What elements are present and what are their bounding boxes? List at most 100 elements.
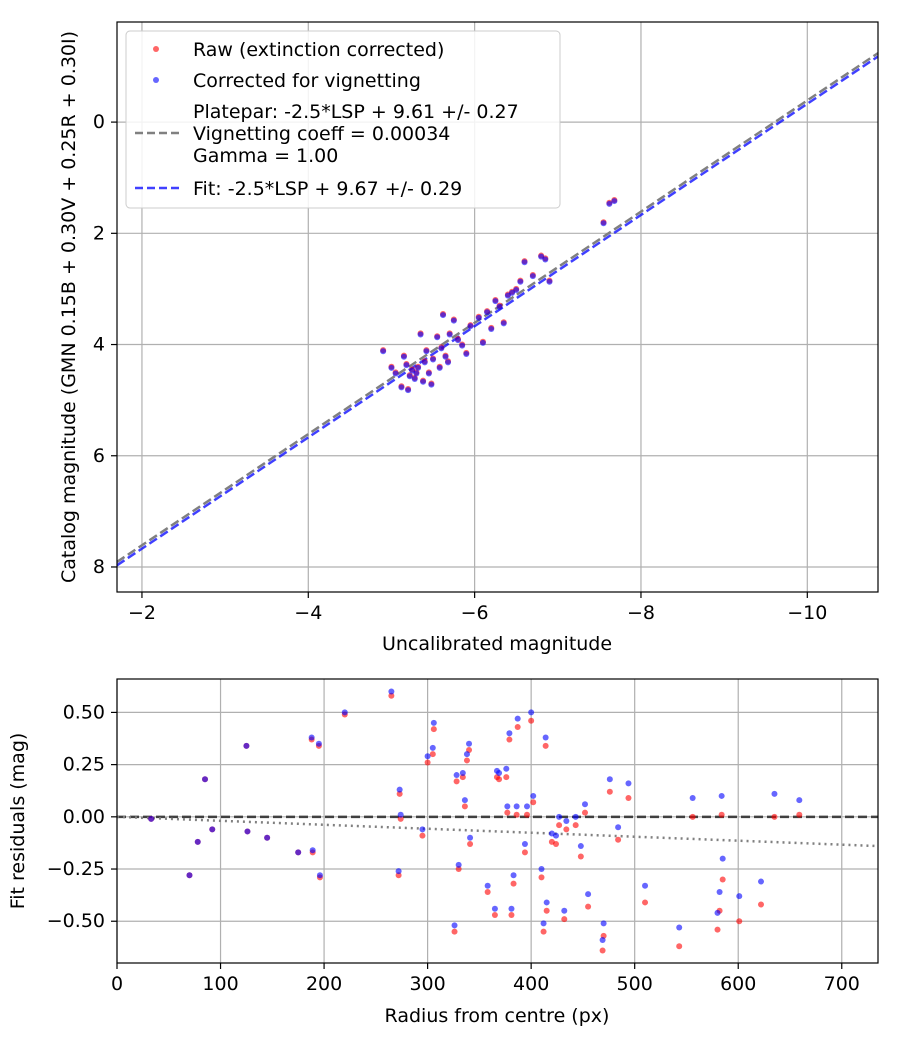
- bottom-point-raw: [397, 815, 404, 822]
- bottom-point-corrected: [504, 803, 511, 810]
- bottom-point-raw: [615, 836, 622, 843]
- top-point-corrected: [438, 345, 445, 352]
- bottom-x-axis-label: Radius from centre (px): [385, 1005, 610, 1027]
- bottom-point-corrected: [540, 920, 547, 927]
- top-plot-frame: [116, 21, 879, 593]
- top-point-corrected: [546, 278, 553, 285]
- bottom-point-raw: [513, 811, 520, 818]
- bottom-point-corrected: [264, 834, 271, 841]
- bottom-point-corrected: [714, 909, 721, 916]
- bottom-point-corrected: [563, 818, 570, 824]
- bottom-point-raw: [508, 911, 515, 918]
- top-point-corrected: [496, 303, 503, 310]
- bottom-point-raw: [552, 840, 559, 847]
- bottom-point-corrected: [543, 899, 550, 906]
- bottom-point-raw: [459, 774, 466, 781]
- bottom-point-corrected: [538, 866, 545, 873]
- bottom-point-corrected: [395, 868, 402, 875]
- top-x-tick-label: −4: [294, 602, 322, 624]
- bottom-ticks: 0 100 200 300 400 500 600 700 0.50 0.25 0.00 −0.25 −…: [47, 701, 860, 995]
- top-point-corrected: [440, 312, 447, 319]
- bottom-point-corrected: [202, 776, 209, 783]
- top-fit-line: [116, 55, 879, 567]
- bottom-point-corrected: [552, 832, 559, 839]
- bottom-point-corrected: [606, 776, 613, 783]
- bottom-reference-lines: [116, 815, 879, 848]
- bottom-chart: 0 100 200 300 400 500 600 700 0.50 0.25 0.00 −0.25 −…: [7, 678, 879, 1027]
- bottom-x-tick-label: 700: [824, 973, 860, 995]
- bottom-point-corrected: [309, 847, 316, 854]
- bottom-point-corrected: [295, 849, 302, 856]
- top-point-corrected: [398, 384, 405, 391]
- bottom-point-raw: [503, 774, 510, 781]
- top-point-corrected: [517, 278, 524, 285]
- bottom-point-raw: [538, 874, 545, 881]
- top-point-corrected: [475, 314, 482, 321]
- bottom-point-raw: [451, 928, 458, 935]
- bottom-x-tick-label: 600: [720, 973, 756, 995]
- legend-vignetting-label: Vignetting coeff = 0.00034: [193, 123, 450, 145]
- bottom-point-corrected: [719, 855, 726, 862]
- bottom-point-corrected: [186, 872, 193, 879]
- bottom-point-corrected: [561, 907, 568, 914]
- bottom-point-raw: [396, 790, 403, 797]
- bottom-point-raw: [585, 903, 592, 910]
- bottom-point-raw: [556, 822, 563, 829]
- bottom-point-corrected: [615, 824, 622, 831]
- bottom-point-raw: [524, 811, 531, 818]
- top-point-corrected: [400, 353, 407, 360]
- bottom-y-tick-label: 0.50: [63, 701, 105, 723]
- bottom-point-corrected: [484, 882, 491, 889]
- bottom-point-raw: [771, 813, 778, 820]
- legend: Raw (extinction corrected) Corrected for…: [125, 30, 561, 209]
- bottom-point-corrected: [461, 797, 468, 804]
- top-point-corrected: [425, 370, 432, 377]
- top-point-corrected: [421, 359, 428, 366]
- bottom-point-corrected: [419, 826, 426, 833]
- bottom-point-corrected: [244, 828, 251, 835]
- top-y-tick-label: 4: [93, 334, 105, 356]
- bottom-point-corrected: [396, 786, 403, 793]
- top-point-corrected: [380, 348, 387, 355]
- bottom-point-corrected: [771, 790, 778, 797]
- top-y-tick-label: 2: [93, 222, 105, 244]
- bottom-point-corrected: [194, 838, 201, 845]
- bottom-point-corrected: [455, 861, 462, 868]
- bottom-point-raw: [455, 866, 462, 873]
- top-x-tick-label: −10: [787, 602, 827, 624]
- top-point-corrected: [392, 370, 399, 377]
- bottom-point-raw: [395, 872, 402, 879]
- bottom-point-corrected: [542, 734, 549, 741]
- bottom-y-axis-label: Fit residuals (mag): [7, 733, 29, 910]
- top-point-corrected: [428, 381, 435, 388]
- legend-gamma-label: Gamma = 1.00: [193, 145, 338, 167]
- bottom-x-tick-label: 400: [513, 973, 549, 995]
- top-ticks: −2 −4 −6 −8 −10 0 2 4 6 8: [93, 111, 827, 624]
- bottom-point-raw: [504, 809, 511, 816]
- bottom-point-raw: [510, 880, 517, 887]
- bottom-point-corrected: [689, 795, 696, 802]
- bottom-x-tick-label: 500: [617, 973, 653, 995]
- legend-corrected-label: Corrected for vignetting: [193, 70, 421, 92]
- bottom-point-raw: [796, 811, 803, 818]
- bottom-point-raw: [736, 918, 743, 925]
- bottom-y-tick-label: −0.50: [47, 910, 105, 932]
- top-point-corrected: [442, 353, 449, 360]
- bottom-point-corrected: [530, 792, 537, 799]
- top-point-corrected: [403, 362, 410, 369]
- top-point-corrected: [484, 309, 491, 316]
- top-point-corrected: [406, 373, 413, 380]
- bottom-plot-frame: [116, 678, 879, 964]
- top-point-corrected: [500, 320, 507, 327]
- legend-raw-label: Raw (extinction corrected): [193, 39, 444, 61]
- top-point-corrected: [434, 334, 441, 341]
- top-point-corrected: [413, 370, 420, 377]
- bottom-point-corrected: [718, 792, 725, 799]
- bottom-point-raw: [461, 803, 468, 810]
- bottom-point-corrected: [388, 688, 395, 695]
- bottom-point-corrected: [496, 769, 503, 776]
- bottom-point-corrected: [506, 730, 513, 737]
- bottom-point-corrected: [796, 797, 803, 804]
- bottom-point-corrected: [243, 742, 250, 749]
